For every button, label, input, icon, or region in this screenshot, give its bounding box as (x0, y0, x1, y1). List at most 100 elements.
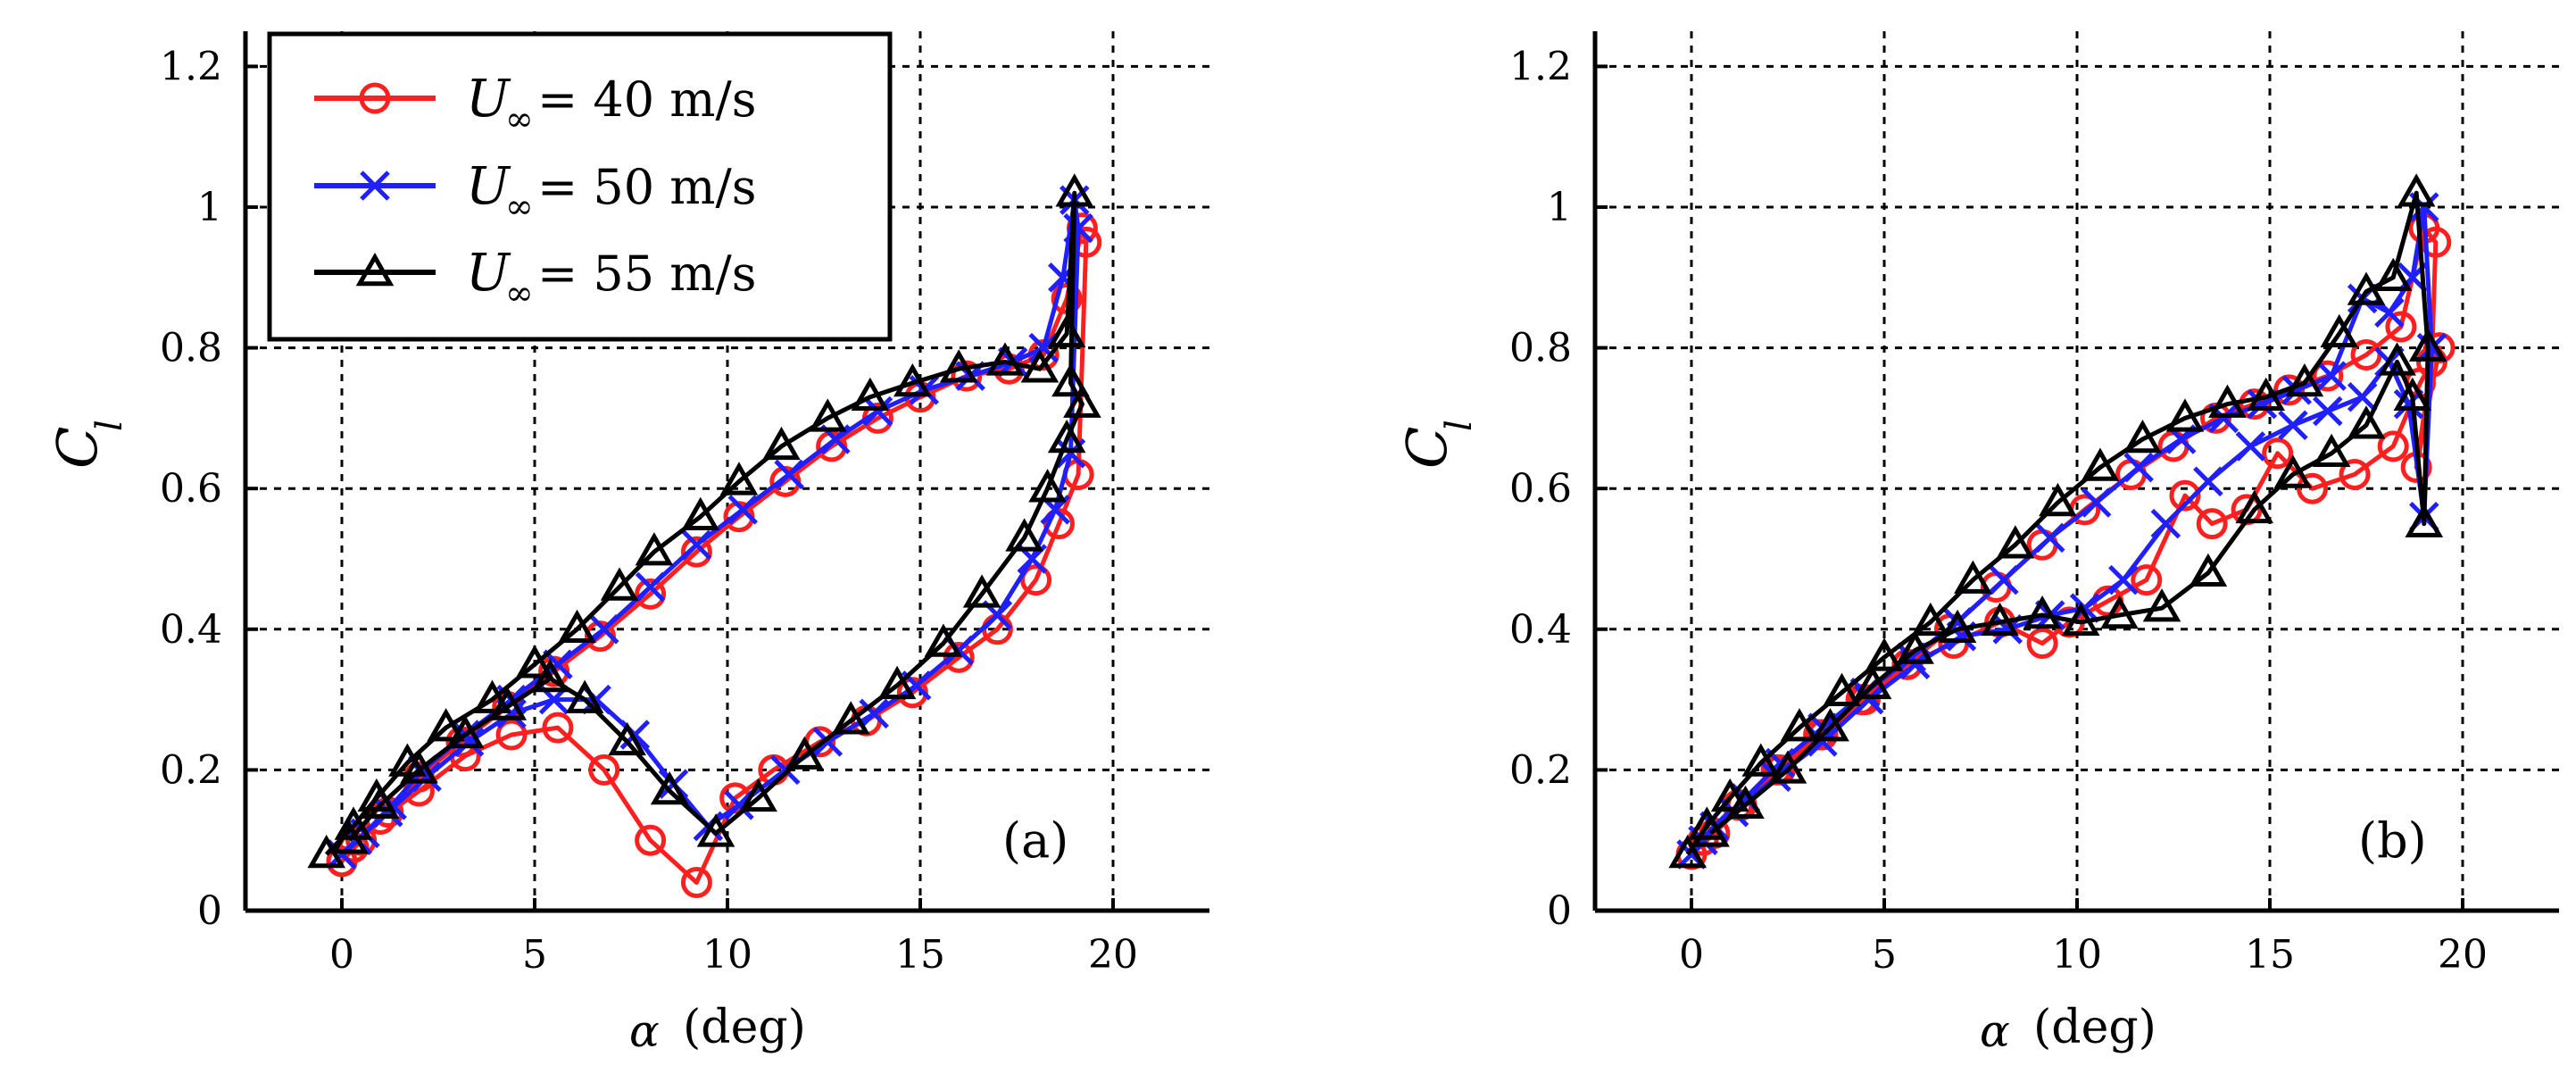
series-b (1668, 173, 2456, 870)
series-b-2-point (1710, 778, 1749, 812)
series-a-1-point (1028, 332, 1059, 363)
y-tick-label-a: 0.8 (160, 326, 222, 371)
series-b-2-point (2347, 271, 2386, 305)
series-b-2-point (1823, 672, 1861, 706)
series-b-1-point (1807, 727, 1838, 757)
series-b-2-point (1741, 743, 1781, 777)
series-a-0-point (635, 578, 667, 610)
series-b-0-point (2169, 479, 2201, 512)
legend-subscript-50: ∞ (505, 187, 534, 226)
legend-symbol-50: U (466, 155, 511, 216)
series-a-1-point (774, 459, 804, 490)
y-tick-label-b: 0.6 (1509, 466, 1572, 512)
series-a-2-point (445, 714, 485, 749)
series-b-1-point (2123, 452, 2154, 483)
series-a-2-point (985, 342, 1025, 376)
x-tick-label-a: 0 (329, 932, 354, 978)
legend-label-40: = 40 m/s (537, 71, 756, 128)
series-a-2-point (530, 658, 569, 693)
series-b-2-point (2393, 377, 2432, 412)
series-a-2-point (851, 377, 890, 412)
series-a-2-point (334, 806, 373, 840)
series-b-2-point (1768, 750, 1807, 784)
series-b-1-point (2313, 395, 2343, 427)
series-b-2-point (2208, 384, 2247, 418)
legend-symbol-55: U (466, 242, 511, 303)
series-b-0-point (2339, 458, 2371, 490)
series-a-0-point (326, 845, 358, 878)
series-b-1-point (2347, 381, 2378, 412)
series-b-1-point (2034, 522, 2065, 554)
y-tick-label-a: 0 (197, 888, 222, 934)
series-a-2-point (565, 679, 604, 713)
legend: U ∞ = 40 m/s U ∞ = 50 m/s U ∞ = 55 m/s (267, 31, 893, 342)
panel-b: 0 5 10 15 20 0 0.2 0.4 0.6 0.8 1 1.2 (b) α (deg) C … (1394, 31, 2559, 1057)
legend-subscript-40: ∞ (505, 99, 534, 138)
series-a-2-point (650, 771, 689, 805)
series-b-2-point (1780, 708, 1819, 742)
y-tick-label-a: 0.4 (160, 607, 222, 653)
series-a-2-point (739, 778, 777, 812)
legend-entry-40: U ∞ = 40 m/s (314, 68, 756, 138)
series-b-2-point (1996, 525, 2035, 559)
series-a-2-point (1051, 362, 1090, 397)
series-a-2-point (924, 623, 963, 657)
series-a-0-point (1043, 508, 1076, 540)
series-b-0-point (2262, 437, 2294, 470)
legend-entry-55: U ∞ = 55 m/s (314, 242, 756, 312)
series-a-2-point (762, 426, 801, 461)
series-a-0-point (1020, 564, 1052, 596)
y-tick-label-a: 1.2 (160, 44, 222, 89)
series-b-2-point (2123, 420, 2162, 454)
series-b-2-point (2189, 553, 2228, 587)
ylabel-a-sub: l (89, 420, 130, 431)
series-b-2-point (2235, 489, 2274, 524)
series-b-0-point (2385, 311, 2417, 343)
legend-marker (359, 82, 391, 114)
series-b-2-point (2165, 398, 2205, 432)
series-a-1-point (588, 614, 619, 645)
series-a-2-point (400, 750, 438, 784)
series-a-2-point (558, 609, 596, 644)
series-b-2-point (1911, 602, 1950, 637)
y-tick-label-a: 0.2 (160, 747, 222, 793)
series-a-1-point (681, 529, 712, 561)
y-tick-label-b: 1.2 (1509, 44, 1572, 89)
ticks-b: 0 5 10 15 20 0 0.2 0.4 0.6 0.8 1 1.2 (1509, 44, 2488, 978)
series-a-1-point (1063, 212, 1093, 244)
ylabel-b-sub: l (1439, 420, 1480, 431)
series-b-2-point (2347, 405, 2386, 439)
series-a-2-point (1047, 420, 1086, 454)
series-a-2-point (1028, 469, 1067, 503)
legend-swatch-50 (314, 171, 436, 201)
series-a-2-point (696, 813, 735, 847)
y-tick-label-b: 0.8 (1509, 326, 1572, 371)
legend-label-55: = 55 m/s (537, 246, 756, 302)
series-a-2-point (1063, 384, 1101, 418)
series-b-0-point (2377, 430, 2409, 462)
series-b-2-point (2378, 342, 2416, 376)
x-tick-label-a: 20 (1088, 932, 1138, 978)
y-tick-label-a: 1 (197, 185, 222, 230)
x-tick-label-b: 20 (2438, 932, 2488, 978)
series-a-2-point (681, 496, 720, 530)
xlabel-a-symbol: α (629, 1005, 660, 1057)
legend-label-50: = 50 m/s (537, 159, 756, 215)
series-a-0-point (680, 866, 712, 898)
series-a-2-point (515, 645, 554, 679)
series-b-2-point (2285, 362, 2324, 397)
legend-marker (355, 252, 395, 287)
y-tick-label-b: 0 (1547, 888, 1572, 934)
xlabel-a: α (deg) (629, 1001, 806, 1057)
series-b-0-line (1690, 226, 2442, 856)
series-b-2-point (2408, 328, 2447, 362)
series-b-1-point (1989, 564, 2019, 595)
series-b-2-point (1726, 785, 1765, 820)
series-b-1-point (2150, 508, 2181, 539)
series-b-0-point (2297, 472, 2329, 504)
series-b-2-point (1668, 834, 1707, 869)
xlabel-a-unit: (deg) (683, 1001, 806, 1054)
series-a-2-point (962, 574, 1001, 608)
series-a-1-point (862, 395, 893, 427)
